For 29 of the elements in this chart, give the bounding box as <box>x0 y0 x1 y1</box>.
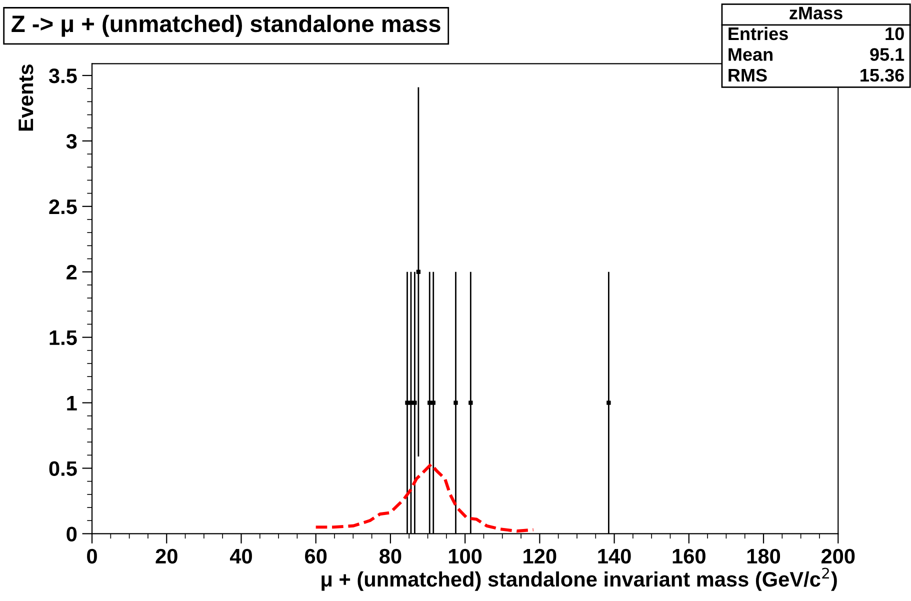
y-tick-label: 0 <box>66 526 77 542</box>
x-tick-label: 40 <box>230 548 252 564</box>
x-tick-label: 60 <box>305 548 327 564</box>
text: 10 <box>886 27 904 40</box>
x-axis-title: μ + (unmatched) standalone invariant mass (GeV/c$^{2}$) <box>322 568 837 591</box>
text: zMass <box>790 6 842 20</box>
x-tick-label: 100 <box>449 548 482 564</box>
y-tick-label: 1 <box>67 396 77 410</box>
y-axis-title: Events <box>18 64 34 131</box>
x-tick-label: 80 <box>380 548 402 564</box>
y-tick-label: 3 <box>66 134 77 149</box>
x-tick-label: 160 <box>672 548 706 564</box>
y-tick-label: 2 <box>66 264 77 280</box>
x-tick-label: 0 <box>87 548 97 564</box>
text: Entries <box>728 26 788 40</box>
y-tick-label: 1.5 <box>50 330 77 346</box>
x-tick-label: 120 <box>524 548 556 564</box>
text: 15.36 <box>860 68 904 82</box>
text: 95.1 <box>870 48 904 61</box>
y-tick-label: 0.5 <box>49 461 77 476</box>
annotation: RMS <box>728 68 767 82</box>
x-tick-label: 20 <box>156 548 178 564</box>
x-tick-label: 200 <box>821 548 855 564</box>
x-tick-label: 140 <box>598 548 631 564</box>
y-tick-label: 3.5 <box>48 68 77 84</box>
text: Mean <box>728 48 772 61</box>
y-tick-label: 2.5 <box>49 199 77 214</box>
chart-title: Z -> μ + (unmatched) standalone mass <box>12 14 440 37</box>
x-tick-label: 180 <box>747 548 780 564</box>
